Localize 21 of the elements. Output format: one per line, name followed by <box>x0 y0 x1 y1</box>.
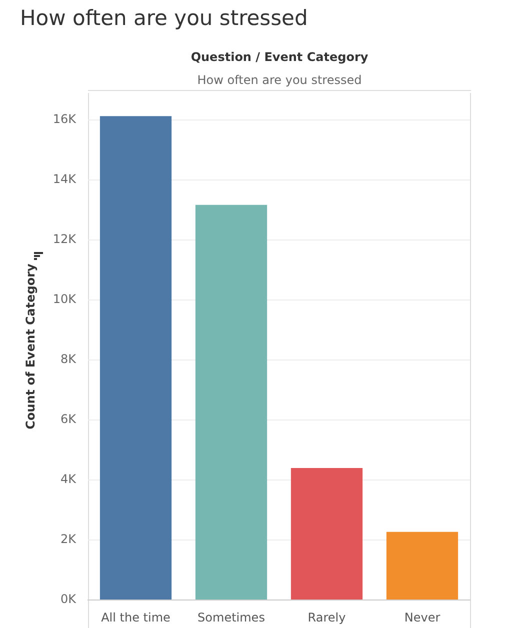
bar <box>100 116 172 600</box>
bar <box>386 532 458 600</box>
y-tick-label: 8K <box>60 352 78 366</box>
bar <box>290 468 363 600</box>
y-axis-title: Count of Event Category <box>23 263 38 430</box>
x-tick-label: Rarely <box>308 610 346 624</box>
y-tick-label: 2K <box>60 532 78 546</box>
y-tick-label: 10K <box>52 292 78 306</box>
x-tick-label: Sometimes <box>198 610 265 624</box>
y-tick-label: 16K <box>52 112 78 126</box>
text: How often are you stressed <box>88 73 471 91</box>
y-tick-label: 12K <box>52 232 78 246</box>
chart-title: How often are you stressed <box>20 6 308 30</box>
x-tick-label: Never <box>404 610 440 624</box>
y-tick-label: 4K <box>60 472 78 486</box>
x-tick-label: All the time <box>101 610 170 624</box>
y-tick-label: 14K <box>52 172 78 186</box>
y-tick-label: 6K <box>60 412 78 426</box>
y-tick-label: 0K <box>60 592 78 606</box>
text: Question / Event Category <box>190 50 370 64</box>
bar <box>195 204 268 600</box>
